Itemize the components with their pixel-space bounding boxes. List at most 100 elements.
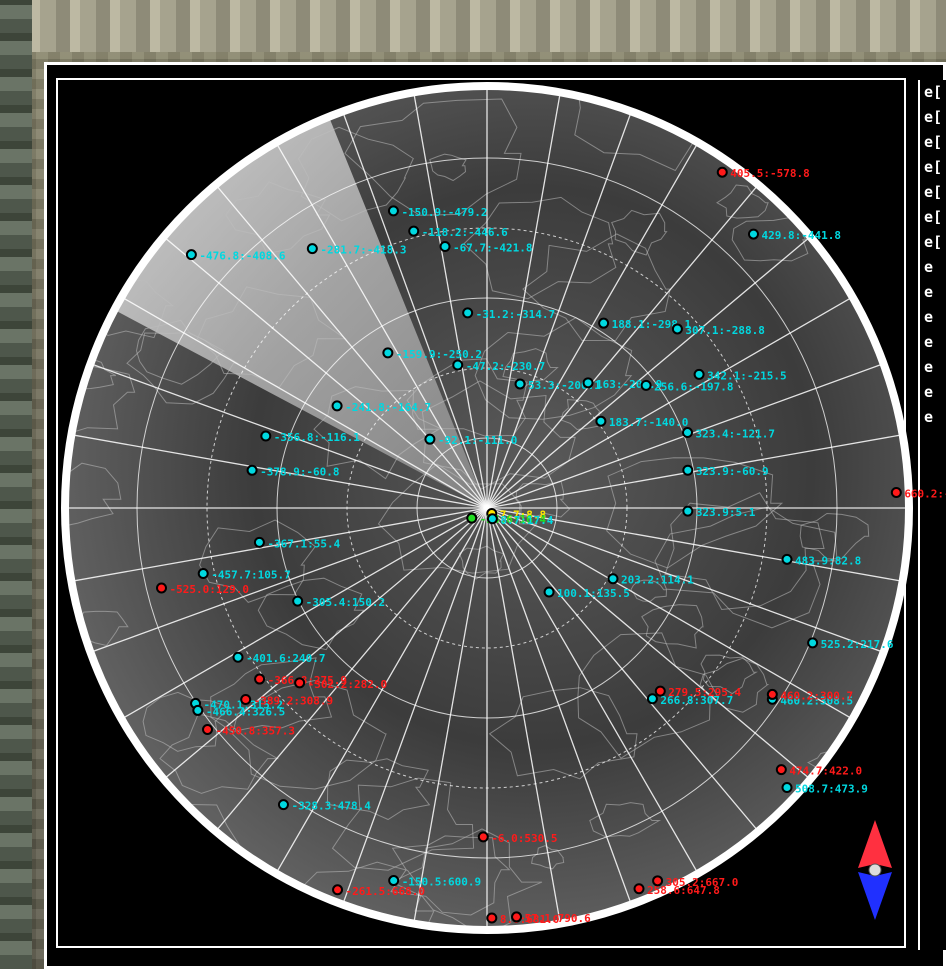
marker-dot: [439, 240, 451, 252]
radar-marker-player[interactable]: 323.9:5.1: [682, 505, 756, 519]
radar-marker-player[interactable]: -401.6:240.7: [232, 651, 326, 665]
radar-marker-hostile[interactable]: 305.2:667.0: [652, 875, 738, 889]
radar-marker-player[interactable]: -281.7:-418.3: [306, 243, 407, 257]
marker-dot: [598, 317, 610, 329]
grid-spoke: [84, 507, 488, 741]
contour-line: [210, 657, 333, 733]
radar-marker-player[interactable]: -367.1:55.4: [253, 536, 341, 550]
radar-marker-player[interactable]: -118.2:-446.6: [408, 225, 508, 239]
radar-marker-player[interactable]: 307.1:-288.8: [671, 323, 765, 337]
radar-marker-hostile[interactable]: -389.2:308.9: [240, 694, 333, 708]
contour-line: [231, 679, 387, 790]
marker-label: -470.1:315.2: [204, 698, 283, 711]
marker-dot: [185, 249, 197, 261]
radar-marker-hostile[interactable]: 405.5:-578.8: [716, 166, 810, 180]
contour-line: [700, 654, 759, 695]
radar-marker-player[interactable]: 323.9:-60.9: [682, 464, 769, 478]
contour-line: [606, 457, 784, 569]
contour-line: [488, 687, 638, 780]
radar-marker-player[interactable]: 508.7:473.9: [781, 781, 868, 795]
side-panel-line: e[: [924, 108, 943, 126]
radar-marker-player[interactable]: 342.1:-215.5: [693, 368, 787, 382]
radar-marker-player[interactable]: 323.4:-121.7: [682, 427, 775, 441]
marker-label: -118.2:-446.6: [422, 226, 508, 239]
marker-label: -476.8:-408.6: [199, 250, 285, 263]
marker-label: 100.1:135.5: [557, 587, 630, 600]
radar-marker-player[interactable]: 8.7:17.4: [486, 513, 554, 527]
grid-spoke: [486, 86, 569, 509]
marker-dot: [807, 637, 819, 649]
marker-dot: [240, 694, 252, 706]
marker-label: 7.7:8.8: [500, 508, 546, 521]
contour-line: [142, 691, 231, 752]
grid-spoke: [188, 507, 488, 865]
radar-marker-player[interactable]: -378.9:-60.8: [246, 464, 340, 478]
radar-marker-hostile[interactable]: -302.2:282.0: [294, 677, 387, 691]
contour-line: [716, 184, 769, 219]
radar-marker-hostile[interactable]: 57.1:790.6: [511, 911, 591, 925]
radar-marker-player[interactable]: 483.9:82.8: [781, 553, 862, 567]
radar-marker-player[interactable]: -92.1:-111.0: [424, 433, 517, 447]
radar-marker-player[interactable]: -241.8:-164.7: [331, 400, 432, 414]
radar-marker-player[interactable]: -466.4:326.5: [192, 704, 285, 718]
side-panel-line: e: [924, 283, 934, 301]
radar-marker-player[interactable]: -67.7:-421.8: [439, 240, 533, 254]
radar-marker-hostile[interactable]: -450.8:357.3: [202, 724, 295, 738]
radar-marker-player[interactable]: 100.1:135.5: [543, 586, 630, 600]
radar-marker-player[interactable]: -356.8:-116.1: [260, 430, 360, 444]
contour-line: [65, 356, 136, 437]
side-panel-line: e: [924, 358, 934, 376]
side-panel-line: e: [924, 258, 934, 276]
radar-markers: -150.9:-479.2 -67.7:-421.8 -31.2:-314.7 188…: [156, 166, 946, 926]
grid-spoke: [486, 151, 786, 509]
radar-marker-player[interactable]: 266.8:307.7: [646, 693, 733, 707]
grid-spoke: [486, 105, 720, 509]
marker-dot: [646, 693, 658, 705]
radar-marker-hostile[interactable]: -261.5:668.0: [332, 884, 425, 898]
radar-marker-hostile[interactable]: 474.7:422.0: [775, 764, 862, 778]
radar-marker-player[interactable]: -476.8:-408.6: [185, 249, 286, 263]
radar-marker-player[interactable]: 429.8:-441.8: [747, 228, 841, 242]
radar-marker-hostile[interactable]: -366.8:275.9: [254, 673, 347, 687]
radar-marker-player[interactable]: -150.9:-479.2: [387, 205, 488, 219]
radar-marker-hostile[interactable]: 258.6:647.8: [633, 883, 720, 897]
marker-label: 323.9:-60.9: [696, 465, 769, 478]
marker-label: -305.4:150.2: [306, 596, 385, 609]
marker-label: -356.8:-116.1: [274, 431, 360, 444]
marker-label: 279.5:295.4: [668, 686, 741, 699]
radar-marker-player[interactable]: -457.7:105.7: [197, 568, 291, 582]
radar-marker-hostile[interactable]: -6.0:530.5: [477, 831, 558, 845]
radar-marker-hostile[interactable]: -525.0:129.0: [156, 582, 249, 596]
radar-marker-player[interactable]: -31.2:-314.7: [462, 307, 555, 321]
grid-spoke: [327, 86, 488, 509]
radar-marker-player[interactable]: -47.2:-230.7: [452, 359, 545, 373]
marker-label: 342.1:-215.5: [707, 369, 786, 382]
contour-line: [515, 480, 571, 518]
radar-marker-player[interactable]: 256.6:-197.8: [640, 379, 734, 393]
marker-dot: [633, 883, 645, 895]
marker-dot: [477, 831, 489, 843]
grid-ring: [206, 227, 768, 789]
contour-line: [522, 233, 671, 342]
marker-dot: [766, 688, 778, 700]
radar-marker-player[interactable]: 188.1:-298.1: [598, 317, 691, 331]
radar-marker-player[interactable]: -150.5:600.9: [388, 875, 481, 889]
radar-marker-player[interactable]: -328.3:478.4: [277, 799, 371, 813]
marker-dot: [260, 430, 272, 442]
marker-dot: [747, 228, 759, 240]
grid-spoke: [405, 86, 488, 509]
radar-marker-player[interactable]: 183.7:-140.0: [595, 415, 688, 429]
radar-marker-player[interactable]: -305.4:150.2: [292, 595, 385, 609]
radar-marker-hostile[interactable]: 460.2:300.7: [766, 688, 853, 702]
radar-marker-player[interactable]: -159.9:-250.2: [382, 347, 482, 361]
side-panel-line: e: [924, 408, 934, 426]
radar-marker-hostile[interactable]: 660.2:-25: [890, 487, 946, 501]
marker-label: -150.5:600.9: [402, 876, 481, 889]
contour-line: [641, 604, 704, 649]
radar-marker-player[interactable]: 525.2:217.6: [807, 637, 894, 651]
marker-dot: [382, 347, 394, 359]
radar-marker-hostile[interactable]: 279.5:295.4: [654, 685, 742, 699]
radar-marker-player[interactable]: 203.2:114.1: [607, 573, 694, 587]
marker-label: -466.4:326.5: [206, 705, 285, 718]
marker-label: -366.8:275.9: [268, 674, 347, 687]
